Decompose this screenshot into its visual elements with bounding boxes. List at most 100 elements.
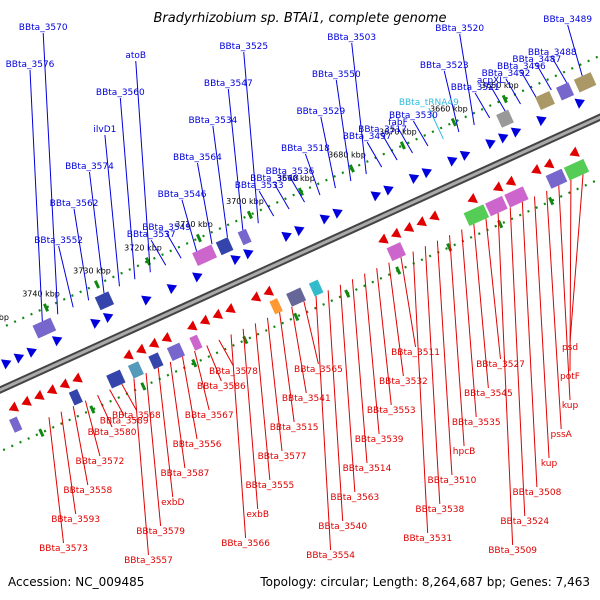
label-leader-line (29, 69, 43, 322)
reverse-gene-arrow (34, 389, 45, 400)
bottom-gene-label: BBta_3573 (39, 544, 88, 554)
top-tick-mark (450, 117, 457, 127)
top-gene-label: BBta_3547 (204, 79, 253, 89)
reverse-gene-arrow (467, 192, 478, 203)
label-leader-line (558, 185, 571, 401)
bottom-feature-block (269, 298, 283, 315)
bottom-gene-label: exbB (246, 510, 269, 520)
tick-label: 3690 kbp (277, 174, 315, 183)
forward-gene-arrow (446, 156, 458, 167)
bottom-gene-label: BBta_3509 (488, 546, 537, 556)
bottom-feature-block (189, 334, 203, 351)
top-feature-block (496, 109, 514, 128)
top-feature-block (535, 90, 555, 111)
label-leader-line (157, 367, 174, 498)
bottom-gene-label: BBta_3553 (367, 406, 416, 416)
label-leader-line (72, 406, 89, 486)
top-gene-label: BBta_3574 (65, 162, 114, 172)
bottom-gene-label: BBta_3531 (403, 534, 452, 544)
top-tick-mark (42, 303, 50, 312)
label-leader-line (135, 60, 151, 273)
bottom-gene-label: BBta_3572 (76, 457, 125, 467)
tick-label: 3720 kbp (124, 243, 162, 252)
reverse-gene-arrow (46, 384, 58, 395)
top-gene-label: BBta_3530 (389, 111, 438, 121)
label-leader-line (505, 78, 521, 105)
label-leader-line (459, 33, 475, 126)
label-leader-line (104, 134, 120, 287)
reverse-gene-arrow (123, 349, 134, 360)
label-leader-line (194, 350, 210, 411)
top-gene-label: BBta_3529 (296, 107, 345, 117)
label-leader-line (551, 57, 568, 84)
label-leader-line (536, 64, 552, 91)
bottom-gene-label: psd (562, 343, 578, 353)
bottom-gene-label: BBta_3568 (112, 411, 161, 421)
label-leader-line (303, 301, 319, 365)
bottom-gene-label: BBta_3538 (415, 505, 464, 515)
reverse-gene-arrow (225, 303, 236, 314)
bottom-gene-label: BBta_3587 (161, 469, 210, 479)
label-leader-line (449, 235, 465, 447)
top-gene-label: ilvD1 (93, 125, 116, 135)
label-leader-line (366, 141, 383, 168)
label-leader-line (364, 273, 380, 435)
top-gene-label: BBta_3534 (188, 116, 237, 126)
bottom-feature-block (68, 389, 83, 406)
label-leader-line (58, 245, 74, 308)
bottom-feature-block (563, 158, 590, 181)
label-leader-line (412, 251, 429, 534)
bottom-gene-label: BBta_3580 (88, 428, 137, 438)
label-leader-line (230, 334, 247, 539)
label-leader-line (424, 246, 441, 505)
label-leader-line (243, 51, 259, 224)
bottom-feature-block (504, 186, 529, 208)
label-leader-line (166, 232, 182, 259)
bottom-tick-mark (140, 382, 147, 391)
reverse-gene-arrow (136, 343, 147, 354)
bottom-gene-label: BBta_3566 (221, 539, 270, 549)
bottom-tick-mark (293, 312, 300, 322)
label-leader-line (400, 257, 417, 348)
bottom-gene-label: BBta_3514 (343, 464, 392, 474)
top-gene-label: BBta_3548 (250, 174, 299, 184)
bottom-tick-mark (344, 289, 351, 298)
label-leader-line (212, 125, 228, 238)
top-feature-block (94, 291, 115, 311)
top-gene-label: BBta_3496 (497, 62, 546, 72)
reverse-gene-arrow (148, 337, 160, 348)
label-leader-line (388, 262, 404, 377)
top-gene-label: BBta_3521 (451, 83, 500, 93)
forward-gene-arrow (383, 185, 394, 196)
reverse-gene-arrow (187, 320, 198, 331)
forward-gene-arrow (230, 255, 241, 266)
top-gene-label: fabF (388, 118, 408, 128)
bottom-gene-label: BBta_3558 (63, 486, 112, 496)
bottom-gene-label: potF (560, 372, 580, 382)
label-leader-line (339, 284, 356, 493)
label-leader-line (119, 97, 136, 280)
forward-gene-arrow (408, 173, 420, 185)
reverse-gene-arrow (212, 308, 224, 319)
top-gene-label: BBta_tRNA49 (399, 98, 459, 108)
top-feature-block (32, 317, 57, 339)
top-tick-mark (246, 210, 253, 220)
forward-gene-arrow (0, 359, 12, 370)
label-leader-line (279, 312, 295, 423)
bottom-gene-label: BBta_3556 (173, 440, 222, 450)
reverse-gene-arrow (21, 395, 32, 406)
forward-gene-arrow (459, 150, 471, 161)
label-leader-line (274, 183, 290, 210)
bottom-tick-mark (446, 243, 453, 252)
bottom-gene-label: BBta_3511 (391, 348, 440, 358)
label-leader-line (509, 207, 526, 517)
label-leader-line (351, 279, 368, 464)
reverse-gene-arrow (429, 210, 440, 221)
reverse-gene-arrow (250, 291, 262, 302)
accession-text: Accession: NC_009485 (8, 575, 144, 589)
bottom-gene-label: BBta_3593 (51, 515, 100, 525)
top-feature-block (556, 82, 575, 101)
bottom-gene-label: BBta_3565 (294, 365, 343, 375)
forward-gene-arrow (141, 295, 152, 306)
label-leader-line (520, 71, 537, 98)
